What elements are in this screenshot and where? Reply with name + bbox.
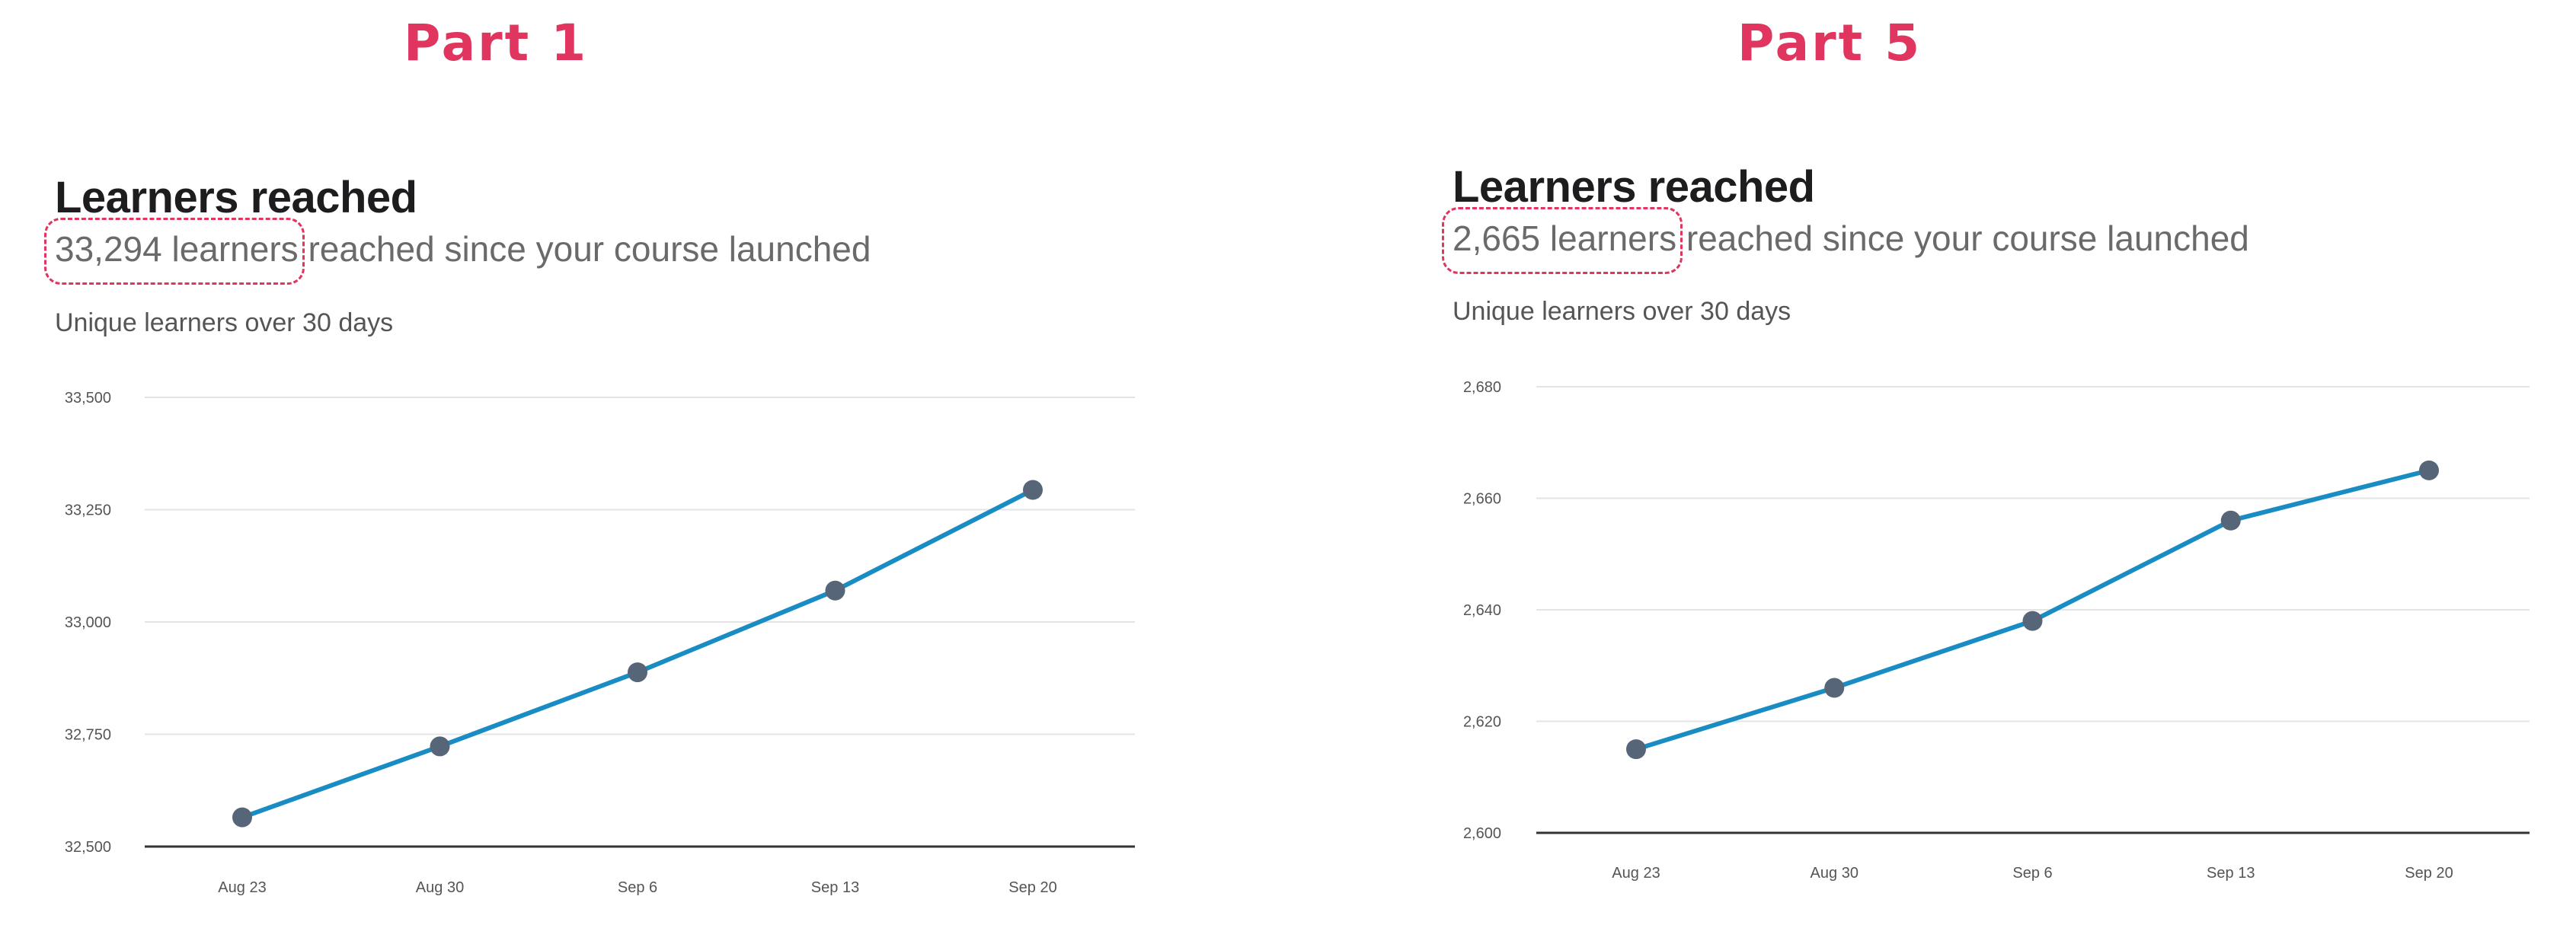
y-tick-label: 2,660: [1463, 491, 1501, 508]
data-point: [430, 736, 450, 757]
learner-count-highlight: 33,294 learners: [44, 218, 305, 285]
y-tick-label: 2,640: [1463, 602, 1501, 619]
y-tick-label: 33,250: [65, 502, 111, 519]
y-tick-label: 32,500: [65, 839, 111, 856]
learner-count-highlight: 2,665 learners: [1441, 207, 1683, 274]
line-chart: 2,600 2,620 2,640 2,660 2,680 Aug 23 Aug 30 Sep…: [1463, 379, 2530, 882]
data-point: [1824, 678, 1845, 698]
data-point: [2220, 510, 2241, 531]
y-tick-label: 2,680: [1463, 379, 1501, 396]
data-point: [1023, 480, 1043, 500]
part-label: Part 1: [404, 14, 589, 72]
x-tick-label: Sep 6: [618, 879, 657, 896]
x-tick-label: Aug 23: [1612, 865, 1660, 882]
x-tick-label: Aug 30: [1811, 865, 1858, 882]
line-chart: 32,500 32,750 33,000 33,250 33,500 Aug 23 Aug …: [65, 390, 1135, 896]
subtitle-text: reached since your course launched: [1676, 218, 2249, 258]
data-point: [232, 807, 252, 828]
series-line: [240, 487, 1035, 820]
chart-panel-part-5: Part 5 Learners reached 2,665 learners r…: [1288, 0, 2576, 944]
x-tick-label: Sep 20: [1008, 879, 1056, 896]
y-tick-label: 33,500: [65, 390, 111, 407]
part-label: Part 5: [1737, 14, 1922, 72]
x-tick-label: Aug 23: [218, 879, 266, 896]
chart-subtitle: 2,665 learners reached since your course…: [1441, 207, 2249, 274]
data-point: [825, 580, 845, 601]
chart-title: Learners reached: [1453, 162, 1815, 212]
x-tick-label: Aug 30: [416, 879, 464, 896]
x-tick-label: Sep 13: [811, 879, 859, 896]
x-tick-label: Sep 20: [2405, 865, 2453, 882]
y-tick-label: 32,750: [65, 727, 111, 744]
data-point: [628, 662, 647, 683]
chart-title: Learners reached: [55, 173, 417, 222]
y-tick-label: 2,620: [1463, 714, 1501, 731]
data-point: [2022, 611, 2043, 631]
y-tick-label: 33,000: [65, 614, 111, 631]
chart-subtitle: 33,294 learners reached since your cours…: [44, 218, 871, 285]
y-tick-label: 2,600: [1463, 825, 1501, 842]
data-point: [1626, 739, 1646, 760]
chart-description: Unique learners over 30 days: [1453, 297, 1791, 326]
subtitle-text: reached since your course launched: [298, 229, 871, 269]
chart-description: Unique learners over 30 days: [55, 308, 394, 337]
chart-panel-part-1: Part 1 Learners reached 33,294 learners …: [44, 14, 1135, 896]
x-tick-label: Sep 6: [2012, 865, 2052, 882]
x-tick-label: Sep 13: [2207, 865, 2255, 882]
data-point: [2419, 460, 2439, 480]
